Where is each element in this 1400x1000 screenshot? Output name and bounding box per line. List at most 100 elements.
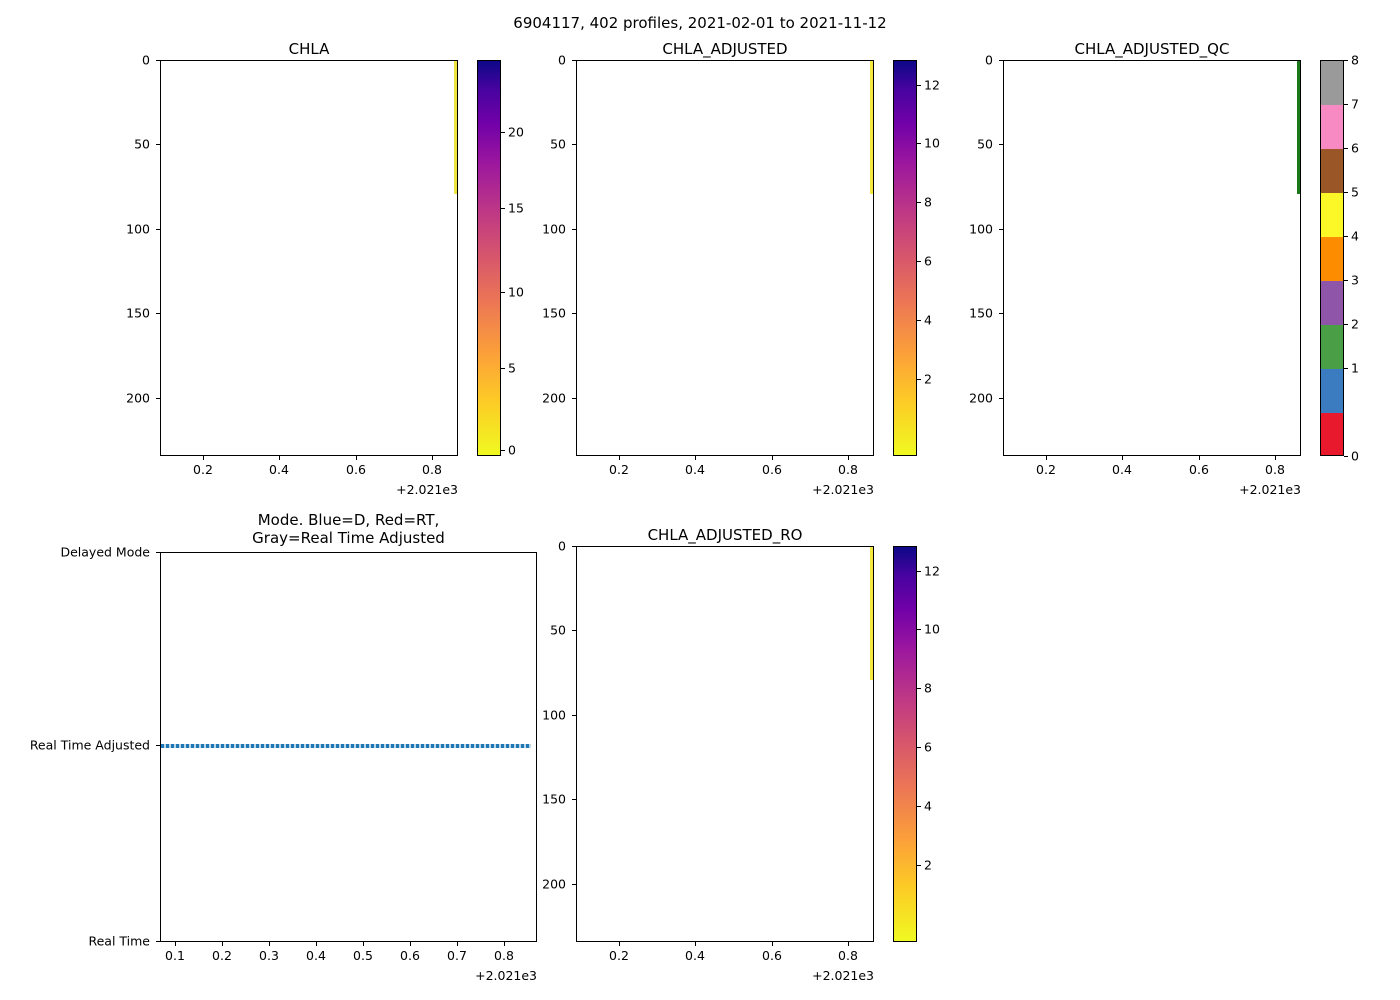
- xtick-label: 0.8: [494, 948, 514, 963]
- data-stripe-chla-adjusted: [870, 61, 873, 194]
- colorbar-tick: [1344, 60, 1348, 62]
- axes-mode[interactable]: [160, 552, 537, 942]
- ytick-label: 150: [542, 305, 566, 321]
- colorbar-band-4: [1321, 237, 1343, 281]
- colorbar-label: 8: [924, 194, 932, 210]
- colorbar-tick: [501, 132, 505, 134]
- ytick-label: 50: [550, 136, 566, 152]
- ytick-mark: [156, 229, 160, 231]
- colorbar-label: 7: [1351, 96, 1359, 112]
- axes-chla[interactable]: [160, 60, 458, 456]
- ytick-label: 200: [126, 390, 150, 406]
- xaxis-offset-text: +2.021e3: [396, 482, 458, 497]
- ytick-mark: [156, 552, 160, 554]
- xtick-mark: [269, 942, 271, 946]
- ytick-label-real-time: Real Time: [88, 933, 150, 949]
- colorbar-label: 4: [1351, 228, 1359, 244]
- colorbar-label: 2: [924, 857, 932, 873]
- xtick-label: 0.6: [762, 462, 782, 477]
- xtick-mark: [772, 456, 774, 460]
- ytick-label: 150: [969, 305, 993, 321]
- xtick-mark: [1199, 456, 1201, 460]
- colorbar-label: 5: [508, 360, 516, 376]
- colorbar-tick: [1344, 368, 1348, 370]
- ytick-mark: [572, 546, 576, 548]
- colorbar-tick: [917, 865, 921, 867]
- ytick-label: 0: [558, 52, 566, 68]
- colorbar-tick: [1344, 104, 1348, 106]
- ytick-mark: [156, 745, 160, 747]
- ytick-mark: [999, 313, 1003, 315]
- ytick-label: 200: [969, 390, 993, 406]
- xtick-label: 0.2: [609, 948, 629, 963]
- colorbar-label: 5: [1351, 184, 1359, 200]
- ytick-mark: [999, 60, 1003, 62]
- colorbar-band-3: [1321, 281, 1343, 325]
- ytick-mark: [572, 630, 576, 632]
- colorbar-label: 3: [1351, 272, 1359, 288]
- colorbar-tick: [501, 292, 505, 294]
- colorbar-label: 0: [508, 442, 516, 458]
- subplot-title-mode: Mode. Blue=D, Red=RT, Gray=Real Time Adj…: [252, 511, 445, 547]
- xtick-mark: [619, 456, 621, 460]
- colorbar-label: 10: [508, 284, 524, 300]
- colorbar-tick: [917, 143, 921, 145]
- xtick-label: 0.1: [165, 948, 185, 963]
- xtick-label: 0.4: [306, 948, 326, 963]
- ytick-mark: [156, 144, 160, 146]
- ytick-label: 0: [985, 52, 993, 68]
- colorbar-chla-adjusted-qc[interactable]: [1320, 60, 1344, 456]
- colorbar-tick: [501, 208, 505, 210]
- colorbar-band-6: [1321, 149, 1343, 193]
- colorbar-band-7: [1321, 105, 1343, 149]
- colorbar-tick: [501, 368, 505, 370]
- ytick-label-delayed-mode: Delayed Mode: [60, 544, 150, 560]
- colorbar-chla-adjusted-ro[interactable]: [893, 546, 917, 942]
- colorbar-tick: [501, 450, 505, 452]
- xtick-label: 0.8: [1265, 462, 1285, 477]
- xtick-mark: [504, 942, 506, 946]
- ytick-label: 150: [126, 305, 150, 321]
- xtick-mark: [356, 456, 358, 460]
- xtick-label: 0.4: [685, 462, 705, 477]
- colorbar-tick: [1344, 324, 1348, 326]
- colorbar-label: 8: [924, 680, 932, 696]
- xtick-mark: [222, 942, 224, 946]
- colorbar-band-1: [1321, 369, 1343, 413]
- colorbar-chla[interactable]: [477, 60, 501, 456]
- colorbar-tick: [1344, 236, 1348, 238]
- xtick-mark: [848, 942, 850, 946]
- ytick-mark: [572, 799, 576, 801]
- colorbar-band-8: [1321, 61, 1343, 105]
- xaxis-offset-text: +2.021e3: [1239, 482, 1301, 497]
- colorbar-label: 2: [1351, 316, 1359, 332]
- colorbar-tick: [1344, 280, 1348, 282]
- data-stripe-chla-adjusted-qc: [1297, 61, 1300, 194]
- xtick-mark: [279, 456, 281, 460]
- xaxis-offset-text: +2.021e3: [812, 968, 874, 983]
- data-stripe-chla-adjusted-ro: [870, 547, 873, 680]
- ytick-label: 0: [142, 52, 150, 68]
- colorbar-tick: [917, 320, 921, 322]
- xtick-mark: [1275, 456, 1277, 460]
- ytick-label: 50: [134, 136, 150, 152]
- ytick-label: 50: [550, 622, 566, 638]
- colorbar-chla-adjusted[interactable]: [893, 60, 917, 456]
- colorbar-label: 20: [508, 124, 524, 140]
- colorbar-band-5: [1321, 193, 1343, 237]
- xaxis-offset-text: +2.021e3: [812, 482, 874, 497]
- colorbar-label: 4: [924, 798, 932, 814]
- axes-chla-adjusted[interactable]: [576, 60, 874, 456]
- colorbar-tick: [1344, 456, 1348, 458]
- xtick-label: 0.8: [838, 948, 858, 963]
- axes-chla-adjusted-ro[interactable]: [576, 546, 874, 942]
- colorbar-band-2: [1321, 325, 1343, 369]
- axes-chla-adjusted-qc[interactable]: [1003, 60, 1301, 456]
- ytick-label: 100: [542, 221, 566, 237]
- xtick-label: 0.6: [400, 948, 420, 963]
- xtick-label: 0.2: [1036, 462, 1056, 477]
- colorbar-label: 8: [1351, 52, 1359, 68]
- colorbar-label: 6: [924, 739, 932, 755]
- subplot-title-chla: CHLA: [288, 40, 330, 58]
- xtick-label: 0.6: [1189, 462, 1209, 477]
